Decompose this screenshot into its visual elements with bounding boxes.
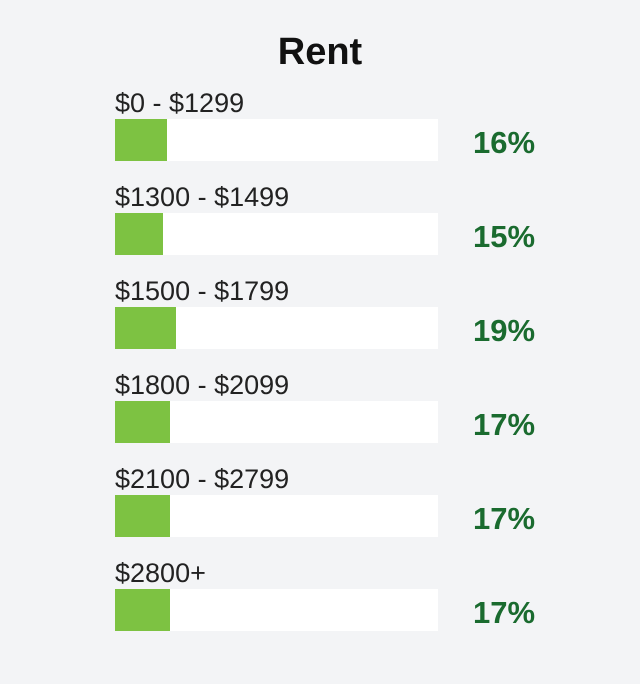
bar-fill [115,495,170,537]
bar-fill [115,119,167,161]
bar-fill [115,307,176,349]
bar-track [115,589,438,631]
value-label: 17% [473,595,536,630]
bar-fill [115,589,170,631]
bar-row: $1500 - $1799 19% [115,275,555,369]
value-label: 17% [473,407,536,442]
bar-track [115,401,438,443]
value-label: 16% [473,125,536,160]
bar-rows: $0 - $1299 16% $1300 - $1499 15% $1500 -… [115,87,555,651]
bar-row: $1800 - $2099 17% [115,369,555,463]
chart-title: Rent [277,31,363,73]
bar-track [115,495,438,537]
category-label: $1300 - $1499 [115,182,290,212]
value-label: 17% [473,501,536,536]
bar-row: $0 - $1299 16% [115,87,555,181]
bar-fill [115,213,163,255]
value-label: 19% [473,313,536,348]
bar-fill [115,401,170,443]
bar-track [115,119,438,161]
category-label: $0 - $1299 [115,88,245,118]
bar-row: $2100 - $2799 17% [115,463,555,557]
category-label: $1800 - $2099 [115,370,290,400]
bar-track [115,307,438,349]
bar-row: $1300 - $1499 15% [115,181,555,275]
category-label: $2100 - $2799 [115,464,290,494]
bar-track [115,213,438,255]
bar-row: $2800+ 17% [115,557,555,651]
category-label: $1500 - $1799 [115,276,290,306]
value-label: 15% [473,219,536,254]
category-label: $2800+ [115,558,206,588]
